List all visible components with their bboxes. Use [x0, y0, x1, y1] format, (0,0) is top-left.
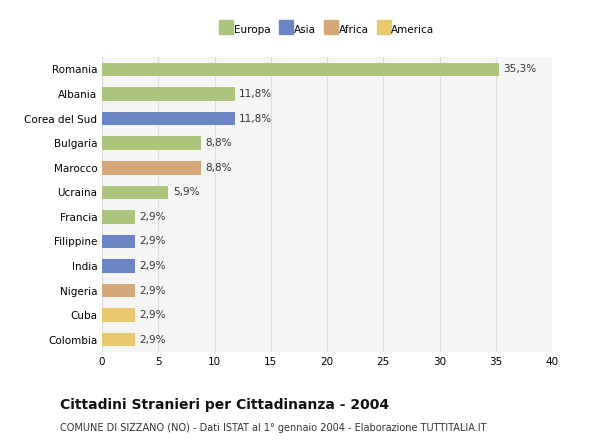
Text: Cittadini Stranieri per Cittadinanza - 2004: Cittadini Stranieri per Cittadinanza - 2… [60, 398, 389, 412]
Bar [102, 284, 134, 297]
Bar [102, 136, 201, 150]
Text: 8,8%: 8,8% [206, 163, 232, 173]
Text: 2,9%: 2,9% [139, 310, 166, 320]
Text: 2,9%: 2,9% [139, 236, 166, 246]
Bar [102, 210, 134, 224]
Text: 11,8%: 11,8% [239, 89, 272, 99]
Text: 2,9%: 2,9% [139, 261, 166, 271]
Legend: Europa, Asia, Africa, America: Europa, Asia, Africa, America [215, 21, 439, 40]
Bar [102, 112, 235, 125]
Bar [102, 63, 499, 76]
Bar [102, 333, 134, 346]
Text: COMUNE DI SIZZANO (NO) - Dati ISTAT al 1° gennaio 2004 - Elaborazione TUTTITALIA: COMUNE DI SIZZANO (NO) - Dati ISTAT al 1… [60, 423, 487, 433]
Text: 2,9%: 2,9% [139, 286, 166, 296]
Text: 5,9%: 5,9% [173, 187, 199, 197]
Bar [102, 161, 201, 175]
Text: 8,8%: 8,8% [206, 138, 232, 148]
Bar [102, 186, 169, 199]
Bar [102, 235, 134, 248]
Bar [102, 308, 134, 322]
Text: 11,8%: 11,8% [239, 114, 272, 124]
Text: 2,9%: 2,9% [139, 212, 166, 222]
Bar [102, 259, 134, 273]
Text: 35,3%: 35,3% [503, 65, 537, 74]
Bar [102, 87, 235, 101]
Text: 2,9%: 2,9% [139, 335, 166, 345]
